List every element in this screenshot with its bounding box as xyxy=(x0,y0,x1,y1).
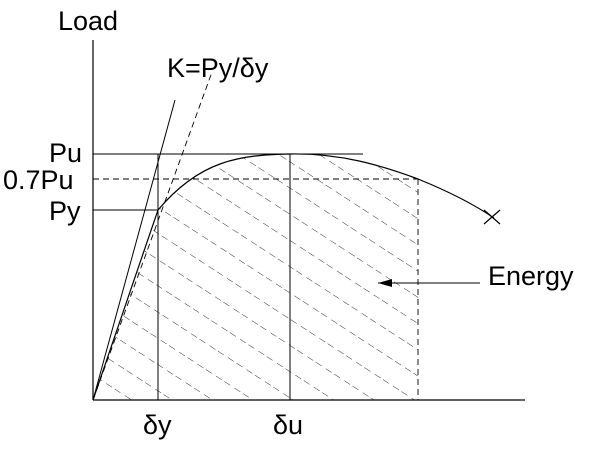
pu-label: Pu xyxy=(49,138,82,168)
load-displacement-curve xyxy=(92,153,495,401)
failure-cross-mark xyxy=(483,209,501,225)
initial-stiffness-line xyxy=(92,99,176,401)
energy-label: Energy xyxy=(488,261,574,291)
y-axis-label: Load xyxy=(58,6,118,36)
du-label: δu xyxy=(273,410,303,440)
energy-hatched-area xyxy=(93,153,418,400)
secant-stiffness-line xyxy=(92,71,213,401)
pu07-label: 0.7Pu xyxy=(3,165,74,195)
stiffness-label: K=Py/δy xyxy=(167,53,269,83)
energy-arrowhead xyxy=(378,279,392,287)
py-label: Py xyxy=(49,196,81,226)
dy-label: δy xyxy=(143,410,172,440)
